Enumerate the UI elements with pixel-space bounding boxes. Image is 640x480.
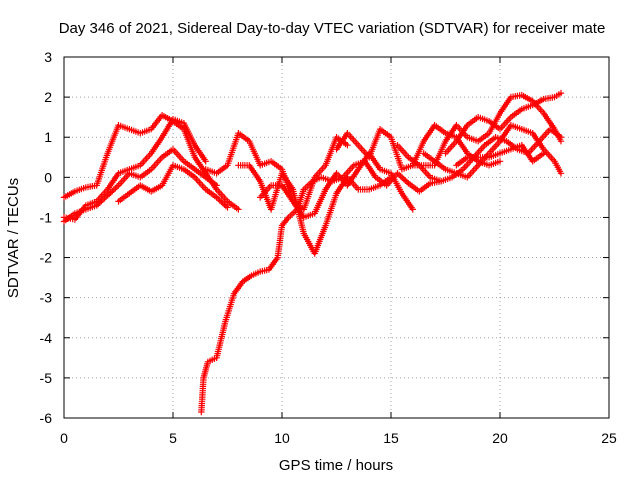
x-tick-label: 5: [169, 430, 177, 446]
x-axis-label: GPS time / hours: [279, 457, 393, 474]
data-point-markers: [198, 158, 445, 416]
series-track-8: [198, 158, 445, 416]
y-tick-label: -2: [40, 250, 53, 266]
plot-border: [63, 56, 610, 419]
y-tick-label: 1: [44, 129, 52, 145]
series-track-1: [60, 112, 242, 213]
series-track-4: [115, 162, 231, 211]
x-tick-label: 15: [383, 430, 399, 446]
data-point-markers: [453, 142, 547, 169]
y-tick-label: 0: [44, 169, 52, 185]
y-tick-label: -3: [40, 290, 53, 306]
y-tick-label: -1: [40, 209, 53, 225]
tick-marks: [63, 56, 610, 419]
y-tick-labels: -6 -5 -4 -3 -2 -1 0 1 2 3: [40, 49, 53, 426]
y-tick-label: -4: [40, 330, 53, 346]
x-tick-label: 20: [492, 430, 508, 446]
x-tick-label: 10: [274, 430, 290, 446]
data-point-markers: [115, 162, 231, 211]
data-point-markers: [442, 89, 565, 157]
y-tick-label: -6: [40, 410, 53, 426]
x-tick-label: 25: [601, 430, 617, 446]
x-tick-labels: 0 5 10 15 20 25: [60, 430, 617, 446]
data-series: [60, 89, 565, 416]
data-point-markers: [60, 112, 242, 213]
x-tick-label: 0: [60, 430, 68, 446]
y-tick-label: -5: [40, 370, 53, 386]
series-track-14: [453, 142, 547, 169]
y-tick-label: 3: [44, 49, 52, 65]
data-point-markers: [60, 146, 220, 225]
series-track-3: [60, 146, 220, 225]
y-tick-label: 2: [44, 89, 52, 105]
chart-title: Day 346 of 2021, Sidereal Day-to-day VTE…: [59, 20, 606, 37]
y-axis-label: SDTVAR / TECUs: [5, 178, 22, 298]
series-track-12: [442, 89, 565, 157]
